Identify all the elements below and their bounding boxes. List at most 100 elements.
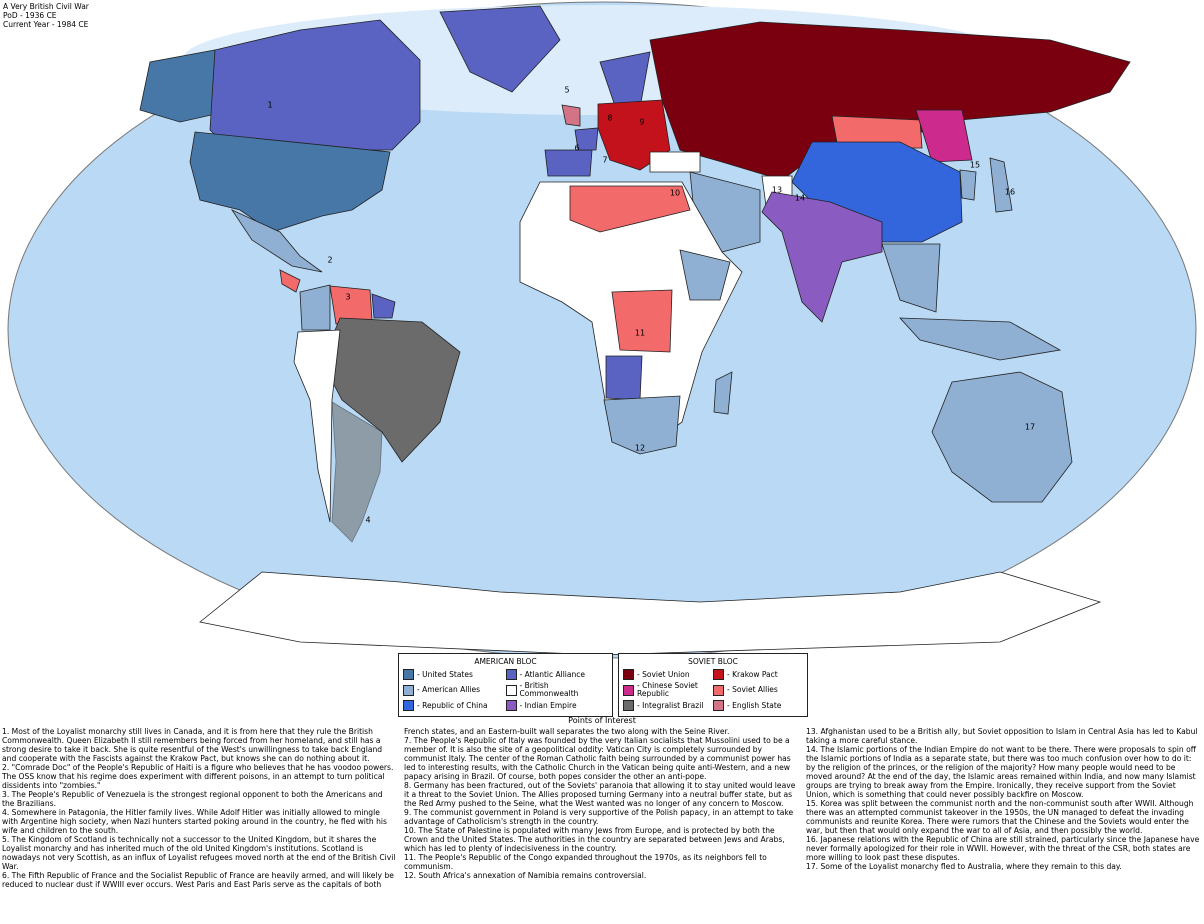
legend-item: - Integralist Brazil <box>623 700 713 711</box>
legend-label: - Chinese Soviet Republic <box>637 681 698 698</box>
region-number: 1 <box>267 101 272 110</box>
west-france <box>574 127 599 151</box>
legend-label: - Soviet Union <box>637 669 690 679</box>
legend-item: - English State <box>713 700 803 711</box>
region-number: 4 <box>365 516 370 525</box>
legend-soviet: SOVIET BLOC - Soviet Union - Krakow Pact - … <box>618 653 808 717</box>
legend-swatch <box>713 700 724 711</box>
legend-item: - Soviet Union <box>623 669 713 680</box>
legend-swatch <box>505 669 517 680</box>
england <box>561 104 581 127</box>
legend-label: - Integralist Brazil <box>637 700 704 710</box>
indonesia <box>899 317 1062 361</box>
region-number: 2 <box>327 256 332 265</box>
legend-swatch <box>505 700 517 711</box>
region-number: 12 <box>635 444 645 453</box>
regions <box>139 5 1131 656</box>
iberia <box>544 149 593 177</box>
antarctica <box>199 571 1102 656</box>
map-header: A Very British Civil War PoD - 1936 CE Cur… <box>3 2 89 29</box>
west-south-america <box>293 329 341 523</box>
usa <box>189 131 391 233</box>
region-number: 10 <box>670 189 680 198</box>
note: 11. The People's Republic of the Congo e… <box>404 853 767 871</box>
legend-label: - Indian Empire <box>519 700 577 710</box>
legend-swatch <box>713 684 724 696</box>
legend-item: - Atlantic Alliance <box>505 669 609 680</box>
legend-label: - English State <box>727 700 782 710</box>
legend-item: - United States <box>403 669 506 680</box>
region-number: 8 <box>607 114 612 123</box>
note: 15. Korea was split between the communis… <box>806 799 1194 835</box>
note: 5. The Kingdom of Scotland is technicall… <box>2 835 396 871</box>
region-number: 17 <box>1025 423 1035 432</box>
legend-label: - British Commonwealth <box>519 681 579 698</box>
note: 10. The State of Palestine is populated … <box>404 826 785 853</box>
note: 1. Most of the Loyalist monarchy still l… <box>2 727 383 763</box>
note: 12. South Africa's annexation of Namibia… <box>404 871 647 880</box>
legend-swatch <box>623 700 634 711</box>
southern-africa <box>603 395 681 455</box>
legend-swatch <box>505 684 517 696</box>
legend-item: - British Commonwealth <box>505 681 609 698</box>
region-number: 9 <box>639 118 644 127</box>
legend-label: - Soviet Allies <box>727 685 778 694</box>
legend-item: - Indian Empire <box>505 700 609 711</box>
region-number: 5 <box>564 86 569 95</box>
legend-swatch <box>403 669 414 680</box>
legend-label: - Republic of China <box>417 700 488 710</box>
note: 6. The Fifth Republic of France and the … <box>2 727 730 889</box>
argentina <box>331 401 383 543</box>
notes-title: Points of Interest <box>568 716 636 725</box>
note: 13. Afghanistan used to be a British all… <box>806 727 1198 745</box>
note: 2. "Comrade Doc" of the People's Republi… <box>2 763 394 790</box>
region-number: 16 <box>1005 188 1015 197</box>
legend-grid: - Soviet Union - Krakow Pact - Chinese Sov… <box>619 666 807 714</box>
note: 3. The People's Republic of Venezuela is… <box>2 790 383 808</box>
legend-label: - Atlantic Alliance <box>519 669 585 679</box>
note: 9. The communist government in Poland is… <box>404 808 794 826</box>
legend-label: - American Allies <box>417 685 481 694</box>
legend-swatch <box>623 669 634 680</box>
notes: 1. Most of the Loyalist monarchy still l… <box>2 727 1200 923</box>
japan <box>989 157 1013 213</box>
region-number: 14 <box>795 194 805 203</box>
central-america <box>279 269 301 293</box>
region-number: 11 <box>635 329 645 338</box>
note: 8. Germany has been fractured, out of th… <box>404 781 796 808</box>
region-number: 15 <box>970 161 980 170</box>
legend-grid: - United States - Atlantic Alliance - Amer… <box>399 666 612 714</box>
legend-swatch <box>713 669 724 680</box>
header-line: A Very British Civil War <box>3 2 89 11</box>
legend-item: - American Allies <box>403 682 506 698</box>
note: 7. The People's Republic of Italy was fo… <box>404 736 791 781</box>
legend-swatch <box>623 684 634 696</box>
mexico <box>230 209 323 273</box>
india <box>761 191 883 323</box>
note: 17. Some of the Loyalist monarchy fled t… <box>806 862 1122 871</box>
legend-title: SOVIET BLOC <box>688 657 738 666</box>
north-africa <box>569 185 691 233</box>
csr <box>915 109 973 163</box>
region-number: 13 <box>772 186 782 195</box>
mongolia <box>831 115 923 149</box>
colombia <box>299 284 331 331</box>
note: 14. The Islamic portions of the Indian E… <box>806 745 1196 799</box>
legend-item: - Chinese Soviet Republic <box>623 682 713 698</box>
legend-label: - Krakow Pact <box>727 669 778 679</box>
region-number: 3 <box>345 293 350 302</box>
madagascar <box>713 371 733 415</box>
legend-american: AMERICAN BLOC - United States - Atlantic A… <box>398 653 613 717</box>
guianas <box>371 293 396 319</box>
greenland <box>439 5 561 93</box>
legend-title: AMERICAN BLOC <box>474 657 537 666</box>
congo <box>611 289 673 353</box>
legend-label: - United States <box>417 669 473 679</box>
legend-swatch <box>403 684 414 696</box>
southeast-asia <box>881 243 941 313</box>
region-number: 6 <box>574 144 579 153</box>
turkey <box>649 151 701 173</box>
